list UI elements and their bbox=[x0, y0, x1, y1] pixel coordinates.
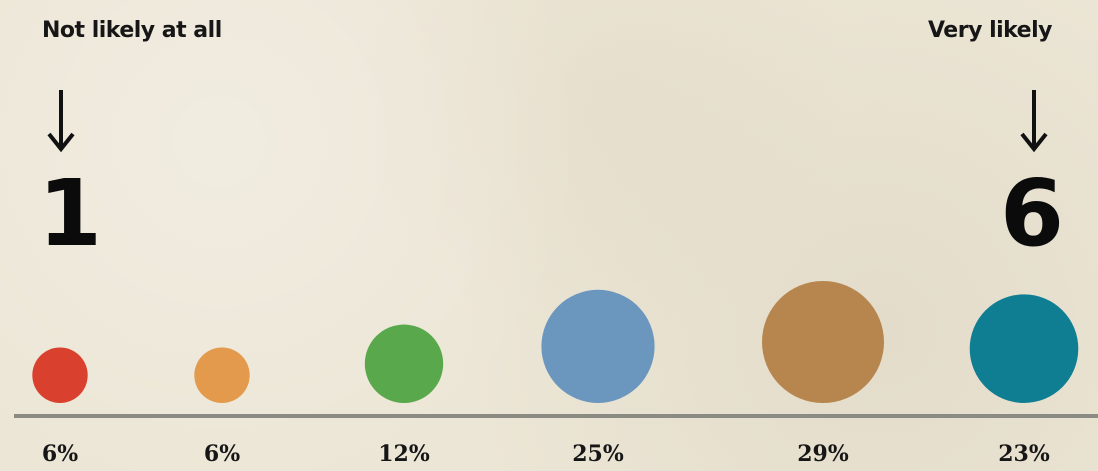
bubble-1 bbox=[32, 347, 88, 403]
value-label: 23% bbox=[998, 441, 1050, 467]
value-label: 6% bbox=[204, 441, 240, 467]
right-scale-label: Very likely bbox=[927, 18, 1053, 43]
value-label: 6% bbox=[42, 441, 78, 467]
value-label: 29% bbox=[797, 441, 849, 467]
bubble-6 bbox=[969, 294, 1079, 403]
left-scale-label: Not likely at all bbox=[42, 18, 222, 43]
bubble-3 bbox=[364, 324, 444, 403]
scale-end-number: 6 bbox=[1000, 160, 1065, 267]
down-arrow-icon bbox=[47, 90, 75, 153]
scale-start-number: 1 bbox=[38, 160, 103, 267]
bubble-4 bbox=[541, 289, 655, 403]
value-label: 25% bbox=[572, 441, 624, 467]
bubble-2 bbox=[194, 347, 250, 403]
bubble-5 bbox=[762, 281, 884, 403]
value-label: 12% bbox=[378, 441, 430, 467]
down-arrow-icon bbox=[1020, 90, 1048, 153]
